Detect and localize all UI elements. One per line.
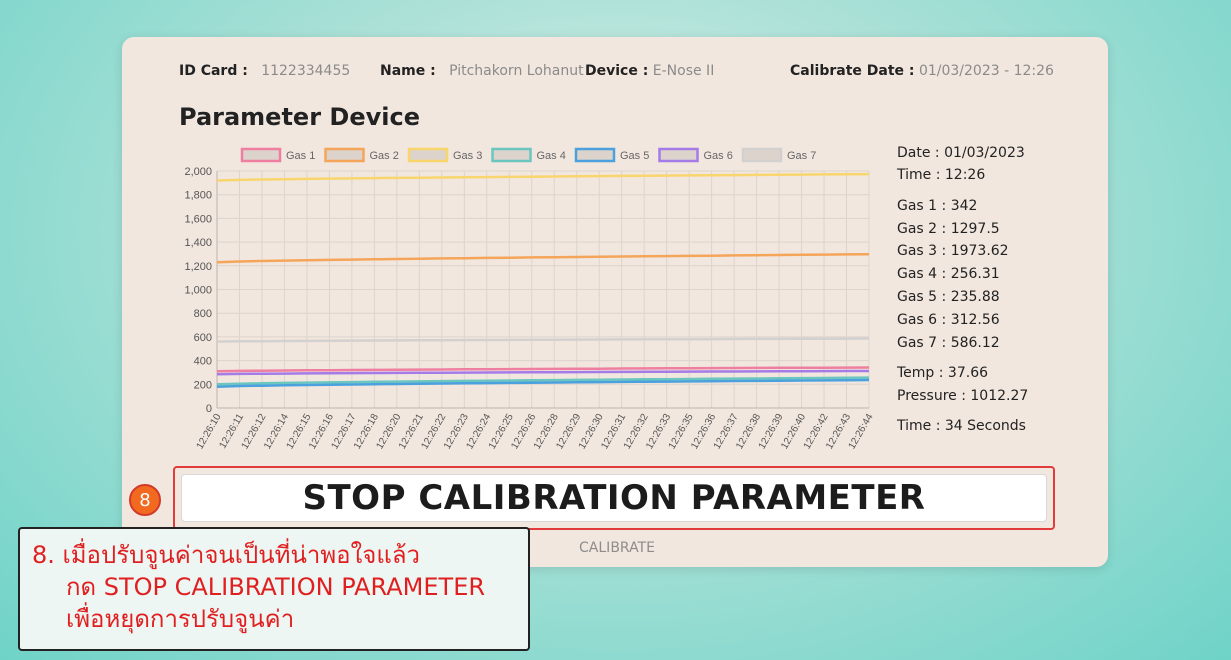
device-value: E-Nose II (652, 63, 715, 79)
y-tick-label: 0 (206, 403, 212, 415)
gas-line-chart: 0 200 400 600 800 1,000 1,200 1,400 1,600 1,800 2,… (184, 147, 876, 451)
side-gas-7: Gas 7 : 586.12 (897, 335, 1000, 351)
device-info: Device : E-Nose II (585, 63, 714, 79)
side-gas-4: Gas 4 : 256.31 (897, 266, 1000, 282)
side-temp: Temp : 37.66 (897, 365, 989, 381)
series-line-gas-7 (216, 337, 870, 343)
instruction-note: 8. เมื่อปรับจูนค่าจนเป็นที่น่าพอใจแล้ว ก… (18, 527, 530, 651)
legend-swatch-gas-7 (741, 147, 783, 163)
page-title: Parameter Device (179, 103, 420, 131)
calibrate-link[interactable]: CALIBRATE (579, 540, 655, 556)
series-line-gas-3 (216, 172, 870, 182)
legend-label-gas-7: Gas 7 (787, 150, 816, 162)
y-tick-label: 200 (194, 379, 212, 391)
side-gas-6: Gas 6 : 312.56 (897, 312, 1000, 328)
legend-swatch-gas-5 (574, 147, 616, 163)
legend-swatch-gas-4 (491, 147, 532, 163)
side-pressure: Pressure : 1012.27 (897, 388, 1029, 404)
series-line-gas-6 (216, 369, 869, 376)
id-card-value: 1122334455 (261, 63, 351, 79)
legend-swatch-gas-1 (240, 147, 282, 163)
legend-label-gas-3: Gas 3 (453, 150, 482, 162)
y-tick-label: 1,000 (184, 285, 212, 297)
calibrate-date-info: Calibrate Date : 01/03/2023 - 12:26 (790, 63, 1054, 79)
legend-label-gas-6: Gas 6 (704, 150, 733, 162)
name-info: Name : Pitchakorn Lohanut (380, 63, 584, 79)
y-tick-label: 1,600 (184, 213, 212, 225)
legend-swatch-gas-3 (407, 147, 449, 163)
side-date: Date : 01/03/2023 (897, 145, 1025, 161)
legend-label-gas-4: Gas 4 (537, 150, 566, 162)
calibrate-date-value: 01/03/2023 - 12:26 (918, 63, 1054, 79)
legend-label-gas-1: Gas 1 (286, 150, 315, 162)
side-gas-1: Gas 1 : 342 (897, 198, 978, 214)
side-time: Time : 12:26 (897, 167, 986, 183)
calibrate-date-label: Calibrate Date : (790, 63, 915, 79)
side-gas-5: Gas 5 : 235.88 (897, 289, 1000, 305)
name-value: Pitchakorn Lohanut (449, 63, 584, 79)
legend-swatch-gas-2 (324, 147, 365, 163)
calibration-card: ID Card : 1122334455 Name : Pitchakorn L… (122, 37, 1108, 567)
side-gas-3: Gas 3 : 1973.62 (897, 243, 1009, 259)
instruction-line-2: กด STOP CALIBRATION PARAMETER (66, 573, 486, 601)
y-tick-label: 600 (194, 332, 212, 344)
name-label: Name : (380, 63, 436, 79)
series-line-gas-2 (216, 252, 870, 264)
y-tick-label: 400 (194, 356, 212, 368)
y-tick-label: 2,000 (184, 166, 212, 178)
side-gas-2: Gas 2 : 1297.5 (897, 221, 1000, 237)
legend-swatch-gas-6 (658, 147, 699, 163)
side-elapsed-time: Time : 34 Seconds (897, 418, 1026, 434)
series-line-gas-5 (216, 378, 870, 388)
legend-label-gas-5: Gas 5 (620, 150, 649, 162)
series-line-gas-4 (216, 376, 870, 386)
id-card-label: ID Card : (179, 63, 248, 79)
y-tick-label: 800 (194, 308, 212, 320)
instruction-line-3: เพื่อหยุดการปรับจูนค่า (66, 605, 295, 633)
stop-calibration-button[interactable]: STOP CALIBRATION PARAMETER (181, 474, 1047, 522)
device-label: Device : (585, 63, 649, 79)
legend-label-gas-2: Gas 2 (370, 150, 399, 162)
instruction-line-1: 8. เมื่อปรับจูนค่าจนเป็นที่น่าพอใจแล้ว (32, 541, 421, 569)
y-tick-label: 1,400 (184, 237, 212, 249)
stop-button-highlight: STOP CALIBRATION PARAMETER (173, 466, 1055, 530)
step-badge: 8 (129, 484, 161, 516)
y-tick-label: 1,800 (184, 190, 212, 202)
series-line-gas-1 (216, 366, 870, 373)
y-tick-label: 1,200 (184, 261, 212, 273)
id-card-info: ID Card : 1122334455 (179, 63, 350, 79)
